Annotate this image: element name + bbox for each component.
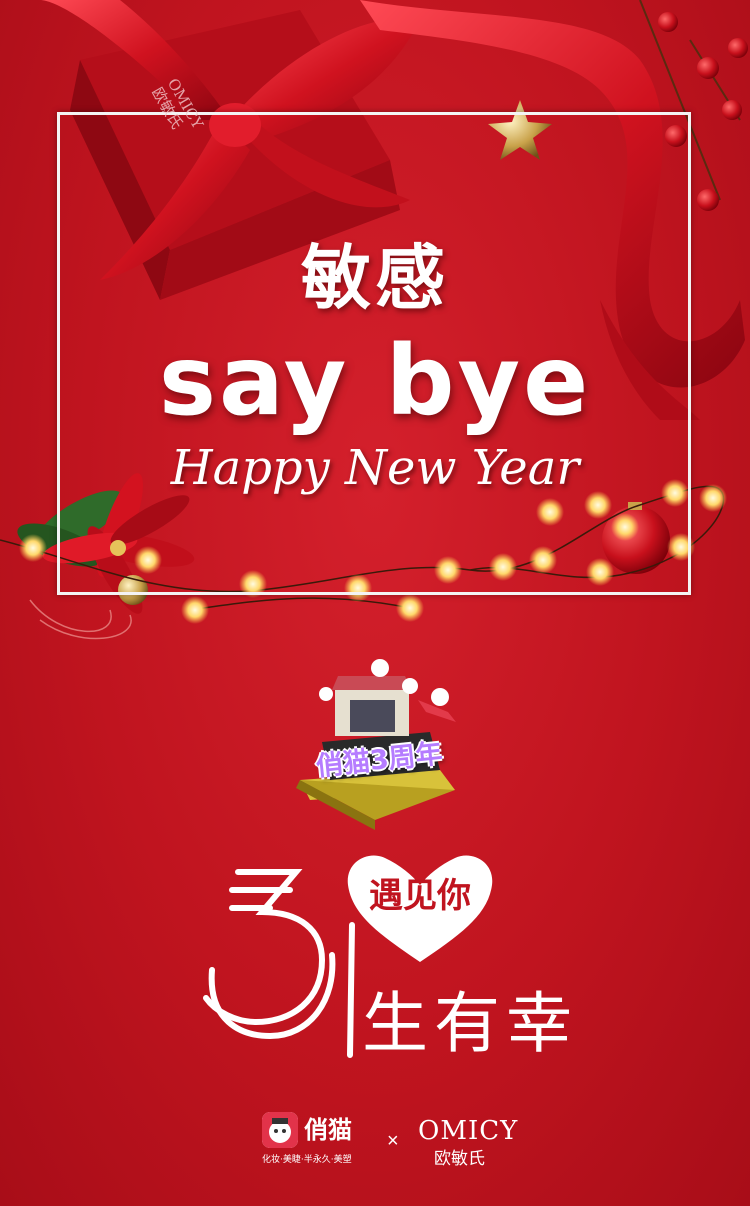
- footer-brands: 俏猫 化妆·美睫·半永久·美塑 × OMICY 欧敏氏: [262, 1110, 522, 1170]
- ribbon-bow: [40, 0, 420, 280]
- heart-shape: [347, 855, 493, 962]
- brand2-name: OMICY: [418, 1116, 519, 1146]
- brand1-tagline: 化妆·美睫·半永久·美塑: [262, 1155, 352, 1165]
- photo-frame: [57, 112, 691, 595]
- headline-chinese: 敏感: [301, 237, 449, 319]
- brand2-chinese: 欧敏氏: [434, 1149, 485, 1169]
- slogan-line2: 生有幸: [362, 985, 578, 1062]
- slogan-art: [203, 869, 355, 1058]
- happy-new-year-text: Happy New Year: [170, 440, 580, 496]
- berry-sprig: [639, 0, 748, 211]
- cat-logo-icon: [262, 1112, 298, 1148]
- brand1-name: 俏猫: [304, 1116, 352, 1144]
- string-lights: [0, 479, 727, 624]
- anniversary-badge: [296, 659, 456, 830]
- collab-separator: ×: [387, 1130, 399, 1152]
- star-ornament: [488, 100, 552, 160]
- slogan-heart-text: 遇见你: [369, 876, 471, 916]
- headline-english: say bye: [158, 325, 592, 437]
- ribbon-curl: [360, 0, 745, 388]
